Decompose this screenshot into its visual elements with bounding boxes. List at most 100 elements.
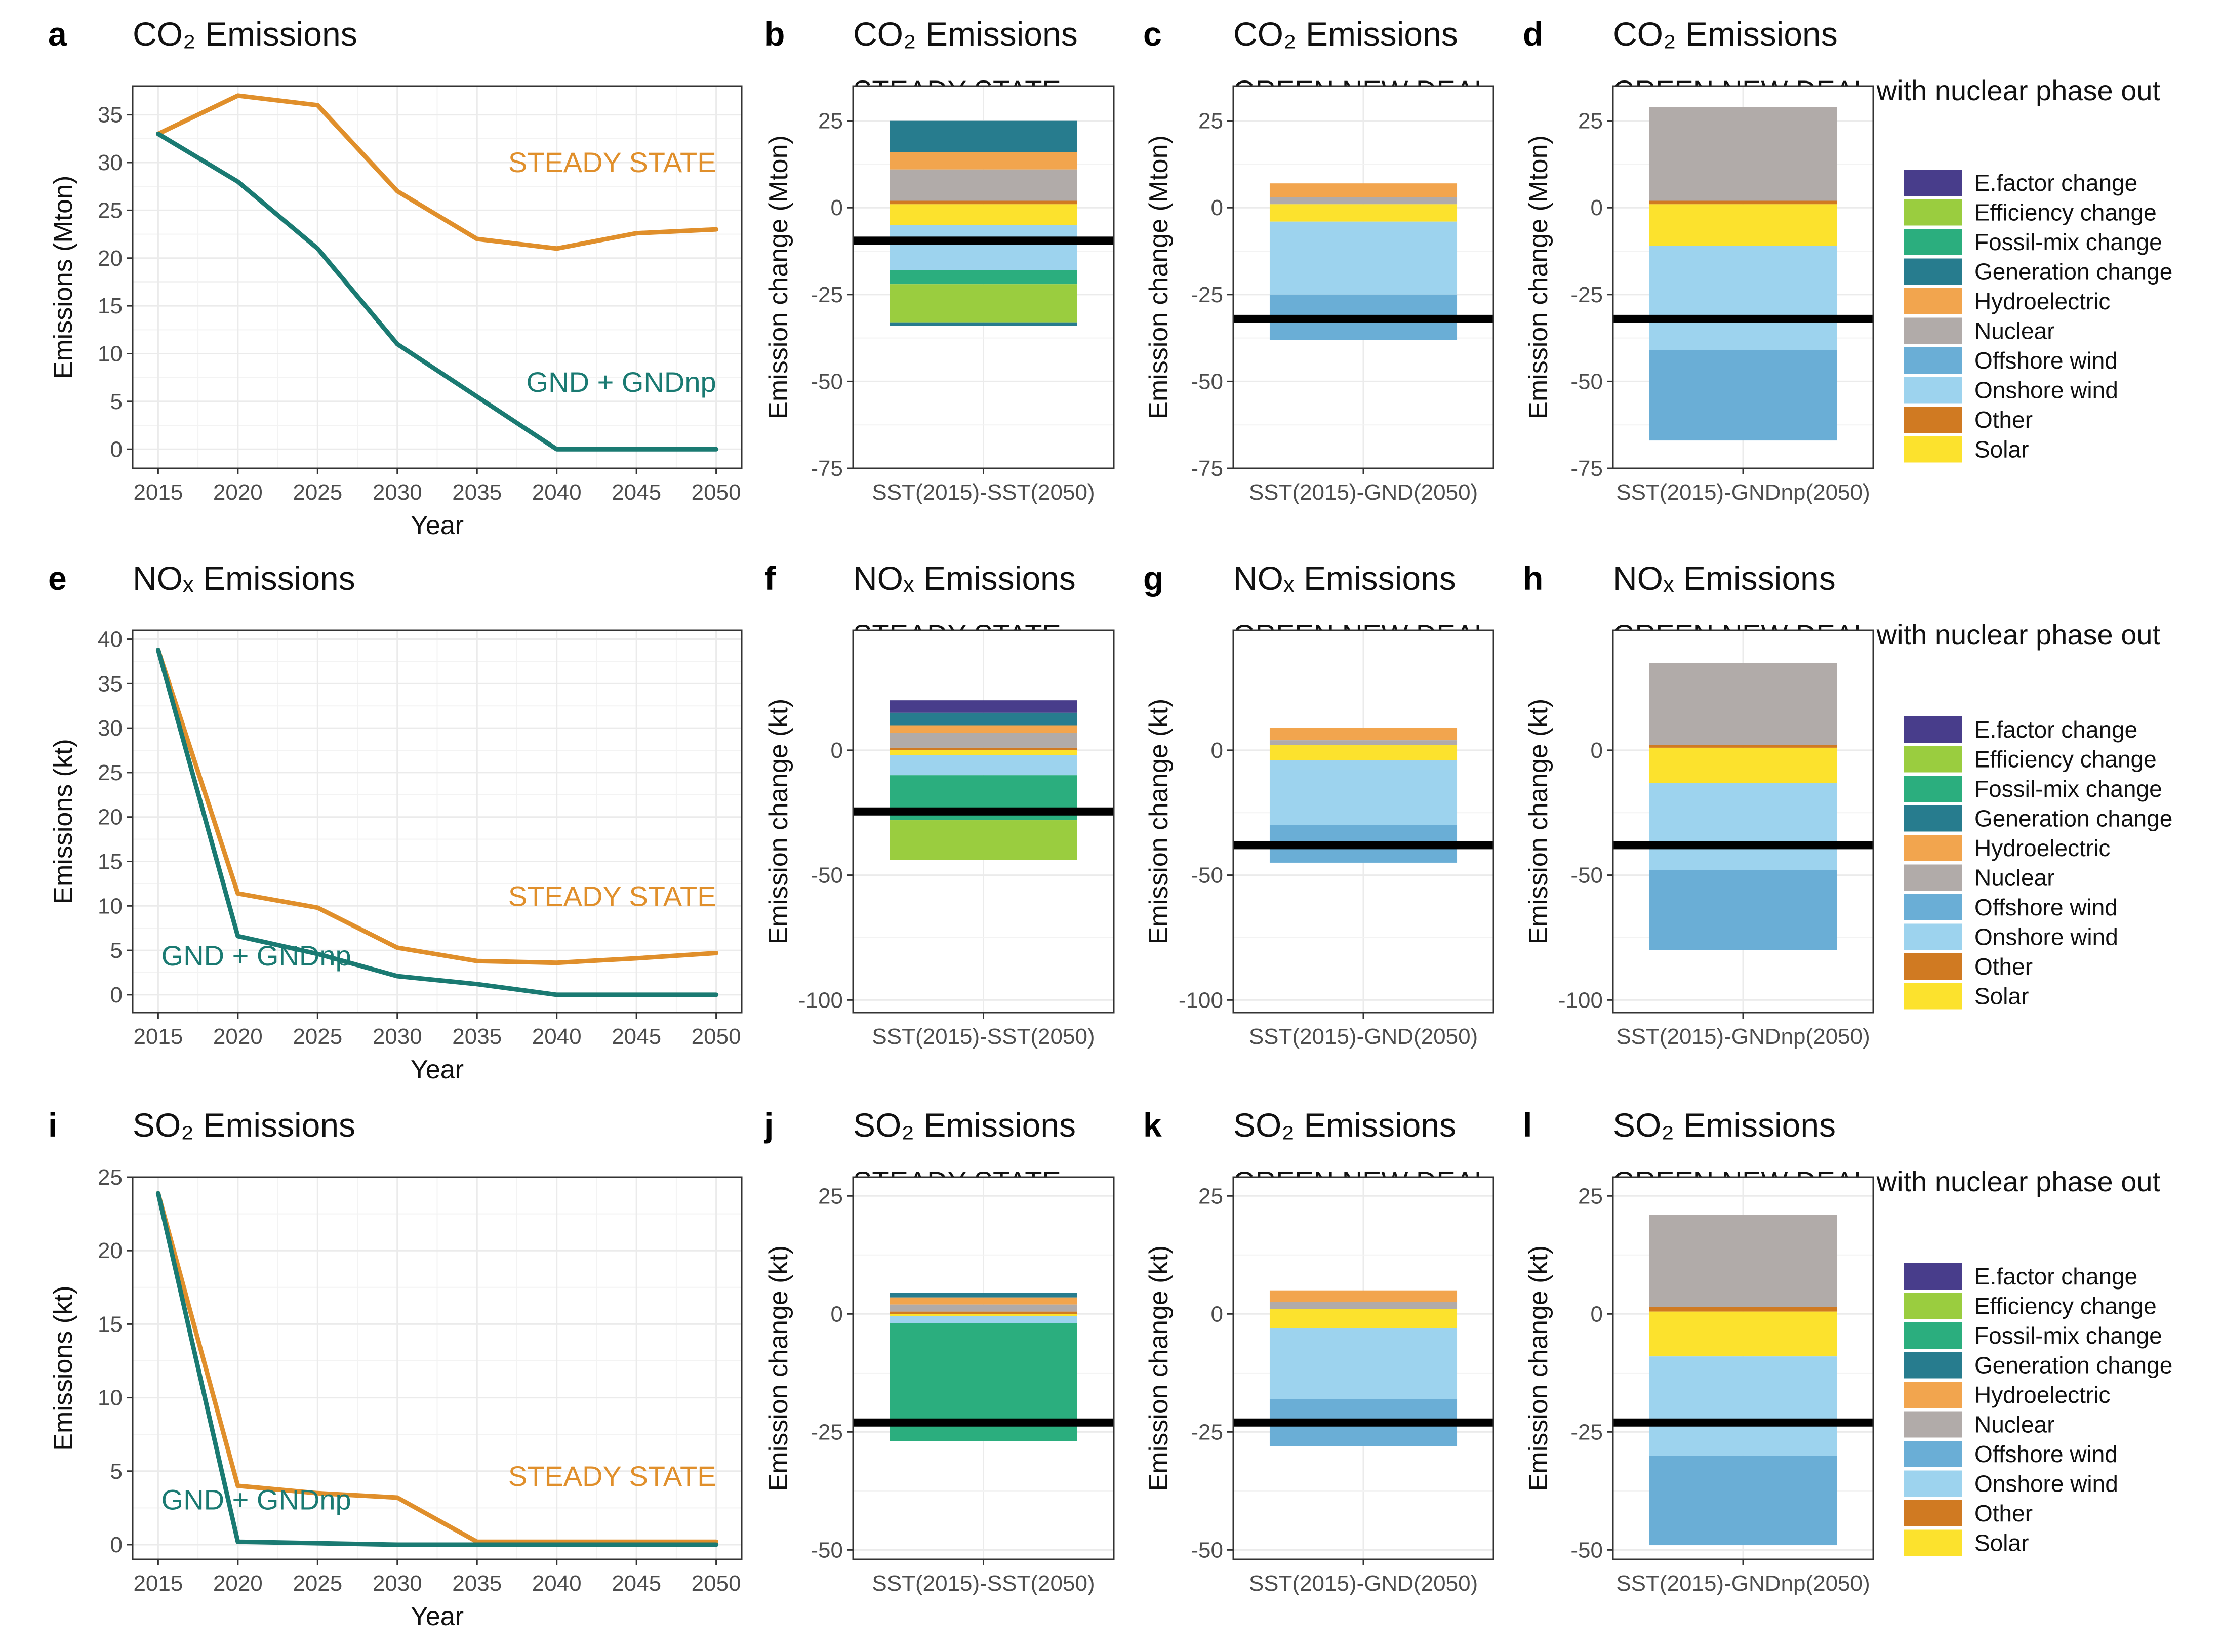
plot-border	[132, 85, 743, 469]
legend-swatch-other	[1904, 1500, 1962, 1526]
legend-swatch-generation	[1904, 805, 1962, 832]
panel-letter-g: g	[1143, 559, 1163, 597]
y-tick-label: 25	[1198, 109, 1223, 134]
y-tick-label: -50	[1191, 1538, 1223, 1562]
bar-segment-other	[890, 1311, 1077, 1314]
panel-title-b: CO₂ Emissions	[853, 15, 1078, 53]
bar-segment-efficiency	[890, 284, 1077, 323]
y-axis-title: Emission change (kt)	[1144, 1245, 1174, 1492]
legend-label-other: Other	[1974, 953, 2033, 980]
bar-segment-offshore	[1649, 350, 1837, 441]
panel-title-j: SO₂ Emissions	[853, 1106, 1076, 1144]
panel-letter-l: l	[1523, 1106, 1532, 1144]
y-tick-label: 30	[98, 716, 123, 741]
x-tick-label: 2020	[213, 1571, 263, 1596]
y-tick-label: 35	[98, 671, 123, 696]
bar-segment-onshore	[890, 1316, 1077, 1323]
y-axis-title: Emission change (Mton)	[1524, 135, 1553, 419]
y-tick-label: 0	[1211, 1302, 1223, 1326]
legend-swatch-other	[1904, 953, 1962, 980]
bar-segment-onshore	[1269, 1328, 1458, 1399]
category-label: SST(2015)-SST(2050)	[872, 1024, 1095, 1049]
plot-border	[132, 1176, 743, 1560]
x-tick-label: 2045	[612, 1571, 661, 1596]
y-tick-label: -50	[1570, 369, 1603, 394]
y-tick-label: 5	[110, 389, 123, 414]
legend-swatch-nuclear	[1904, 864, 1962, 891]
x-tick-label: 2030	[373, 1571, 422, 1596]
y-tick-label: 15	[98, 850, 123, 874]
legend-swatch-generation	[1904, 258, 1962, 285]
legend-row-1: E.factor change Efficiency change Fossil-m…	[1904, 170, 2172, 463]
legend-swatch-efficiency	[1904, 1293, 1962, 1319]
legend-swatch-solar	[1904, 436, 1962, 463]
y-axis-title: Emission change (kt)	[764, 1245, 793, 1492]
panel-title-a: CO₂ Emissions	[133, 15, 357, 53]
x-axis-title: Year	[411, 511, 464, 540]
x-tick-label: 2040	[532, 1024, 582, 1049]
legend-label-onshore: Onshore wind	[1974, 377, 2118, 404]
series-label-steady: STEADY STATE	[508, 146, 716, 178]
bar-segment-other	[1649, 1307, 1837, 1312]
y-tick-label: 0	[1211, 195, 1223, 220]
series-label-gnd: GND + GNDnp	[161, 940, 351, 972]
legend-label-hydro: Hydroelectric	[1974, 835, 2110, 861]
legend-swatch-nuclear	[1904, 317, 1962, 344]
bar-segment-efactor	[890, 700, 1077, 713]
bar-segment-hydro	[1269, 183, 1458, 197]
y-axis-title: Emissions (Mton)	[49, 176, 78, 379]
y-tick-label: -50	[1570, 1538, 1603, 1562]
panel-letter-c: c	[1143, 15, 1162, 53]
bar-segment-nuclear	[890, 1304, 1077, 1312]
bar-segment-generation	[890, 322, 1077, 326]
legend-swatch-solar	[1904, 983, 1962, 1010]
y-tick-label: 25	[98, 1165, 123, 1190]
y-tick-label: -75	[1191, 456, 1223, 481]
bar-segment-other	[1649, 200, 1837, 205]
legend-swatch-fossil	[1904, 776, 1962, 802]
legend-swatch-onshore	[1904, 923, 1962, 950]
panel-letter-j: j	[763, 1106, 774, 1144]
panel-letter-i: i	[48, 1106, 57, 1144]
y-tick-label: -25	[1191, 283, 1223, 307]
legend-swatch-fossil	[1904, 1322, 1962, 1349]
panel-title-k: SO₂ Emissions	[1233, 1106, 1456, 1144]
legend-label-nuclear: Nuclear	[1974, 1412, 2055, 1438]
bar-segment-generation	[890, 120, 1077, 152]
x-tick-label: 2020	[213, 480, 263, 505]
legend-label-generation: Generation change	[1974, 259, 2172, 285]
legend-label-solar: Solar	[1974, 983, 2029, 1010]
bar-segment-solar	[890, 750, 1077, 755]
legend-label-other: Other	[1974, 407, 2033, 433]
y-tick-label: 25	[818, 109, 843, 134]
x-tick-label: 2050	[692, 480, 741, 505]
panel-title-d: CO₂ Emissions	[1613, 15, 1838, 53]
bar-segment-hydro	[890, 725, 1077, 733]
legend-swatch-hydro	[1904, 288, 1962, 314]
category-label: SST(2015)-GNDnp(2050)	[1616, 480, 1870, 505]
category-label: SST(2015)-GNDnp(2050)	[1616, 1024, 1870, 1049]
y-tick-label: 10	[98, 1386, 123, 1411]
bar-segment-solar	[1649, 204, 1837, 246]
legend-swatch-hydro	[1904, 835, 1962, 861]
y-tick-label: 25	[98, 198, 123, 223]
bar-segment-nuclear	[890, 169, 1077, 201]
category-label: SST(2015)-GND(2050)	[1249, 1571, 1478, 1596]
panel-letter-d: d	[1523, 15, 1543, 53]
legend-label-offshore: Offshore wind	[1974, 347, 2118, 374]
panel-letter-e: e	[48, 559, 67, 597]
y-tick-label: -100	[1179, 988, 1223, 1013]
y-tick-label: 5	[110, 1459, 123, 1484]
bar-segment-nuclear	[1649, 107, 1837, 201]
bar-segment-onshore	[890, 755, 1077, 776]
x-tick-label: 2045	[612, 480, 661, 505]
bar-segment-efficiency	[890, 820, 1077, 860]
bar-segment-generation	[890, 712, 1077, 726]
legend-swatch-efactor	[1904, 716, 1962, 743]
bar-segment-offshore	[1649, 870, 1837, 950]
y-tick-label: 25	[1578, 109, 1603, 134]
